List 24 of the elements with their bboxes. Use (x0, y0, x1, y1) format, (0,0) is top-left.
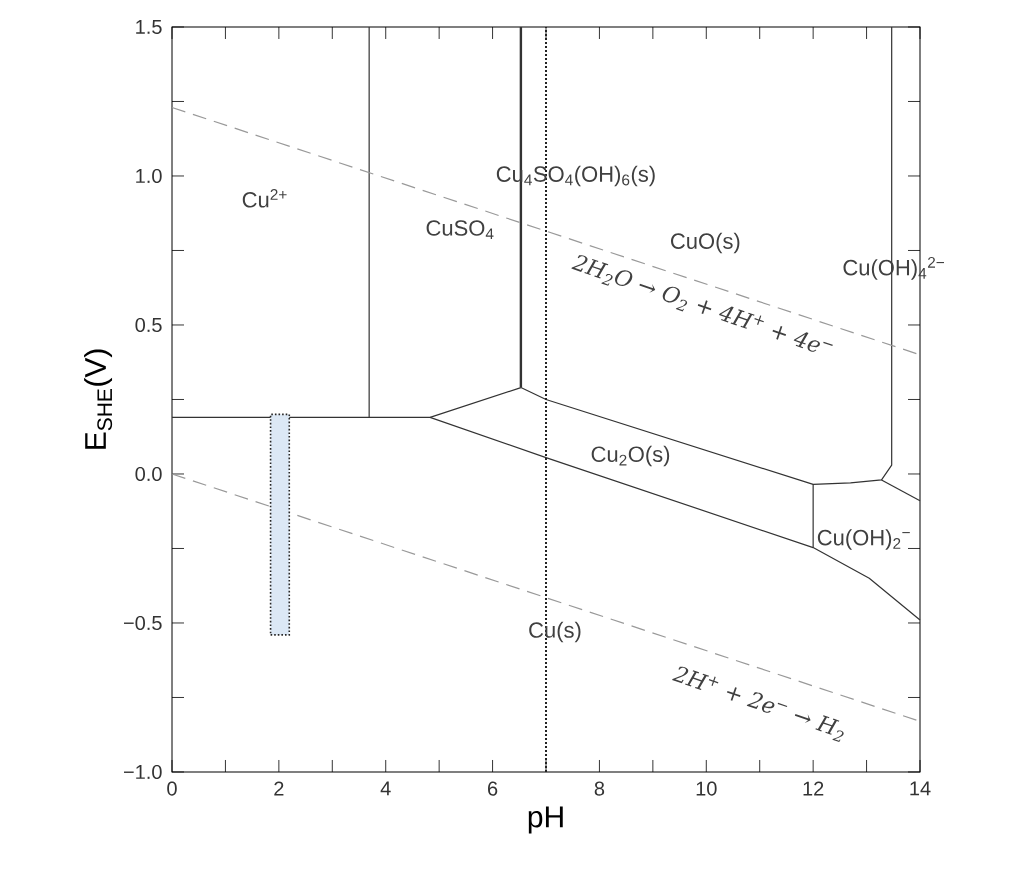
x-tick-label: 6 (488, 781, 498, 796)
x-tick-label: 14 (910, 781, 931, 796)
annotation: CuSO$_{4}$ (426, 220, 494, 240)
annotation: Cu$_{2}$O(s) (591, 445, 670, 467)
y-tick-label: 1.5 (136, 20, 162, 34)
y-tick-label: −0.5 (123, 615, 162, 631)
annotation: Cu(OH)$_{2}$− (817, 529, 910, 550)
y-tick-label: 0.5 (135, 317, 162, 333)
x-tick-label: 10 (696, 781, 717, 796)
annotation: Cu(s) (529, 621, 581, 643)
annotation: CuO(s) (671, 232, 740, 254)
x-axis-title: pH (528, 806, 563, 834)
y-tick-label: 1.0 (136, 168, 162, 184)
annotation: 2H$^{+}$ + 2e$^{−}$ → H$_{2}$ (672, 666, 844, 743)
x-tick-label: 8 (594, 781, 605, 796)
x-tick-label: 4 (380, 781, 391, 796)
x-tick-label: 2 (274, 781, 284, 796)
y-axis-title: E$_{SHE}$(V) (84, 349, 113, 449)
y-tick-label: −1.0 (123, 764, 162, 780)
x-tick-label: 12 (803, 781, 824, 796)
annotation: Cu$^{2+}$ (242, 189, 287, 208)
x-tick-label: 0 (167, 781, 177, 796)
annotation: 2H$_{2}$O → O$_{2}$ + 4H$^{+}$ + 4e$^{−}$ (571, 255, 833, 352)
y-tick-label: 0.0 (135, 466, 162, 482)
